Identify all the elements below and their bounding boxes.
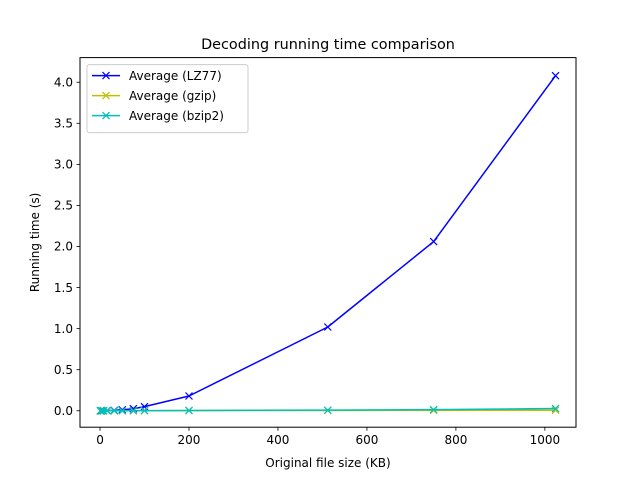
- legend-item: Average (LZ77): [92, 69, 222, 83]
- chart-title: Decoding running time comparison: [201, 37, 455, 53]
- legend-marker: [102, 111, 110, 120]
- data-point-marker: [140, 406, 149, 415]
- x-tick-label: 0: [96, 433, 104, 447]
- data-point-marker: [551, 404, 560, 413]
- y-tick-label: 4.0: [54, 75, 73, 89]
- data-point-marker: [99, 406, 108, 415]
- data-point-marker: [185, 406, 193, 415]
- legend-marker: [102, 91, 110, 100]
- legend-marker: [102, 71, 110, 80]
- y-tick-label: 1.0: [54, 322, 73, 336]
- legend-label: Average (LZ77): [129, 69, 222, 83]
- y-tick-label: 3.5: [54, 117, 73, 131]
- x-tick-label: 600: [355, 433, 378, 447]
- x-tick-label: 400: [267, 433, 290, 447]
- legend-label: Average (bzip2): [129, 109, 224, 123]
- legend-label: Average (gzip): [129, 89, 216, 103]
- x-axis-label: Original file size (KB): [265, 456, 390, 470]
- data-point-marker: [551, 71, 560, 80]
- series-2: [96, 404, 560, 415]
- x-tick-label: 1000: [530, 433, 561, 447]
- data-point-marker: [323, 323, 332, 331]
- y-tick-label: 0.0: [54, 404, 73, 418]
- data-point-marker: [96, 406, 105, 415]
- y-axis-ticks: 0.0 0.5 1.0 1.5 2.0 2.5 3.0 3.5 4.0: [54, 75, 80, 418]
- y-tick-label: 3.0: [54, 158, 73, 172]
- data-point-marker: [118, 406, 127, 415]
- data-point-marker: [185, 392, 193, 400]
- x-tick-label: 800: [444, 433, 467, 447]
- data-point-marker: [323, 406, 332, 415]
- data-point-marker: [103, 406, 112, 415]
- y-tick-label: 0.5: [54, 363, 73, 377]
- legend-item: Average (bzip2): [92, 109, 224, 123]
- data-point-marker: [429, 405, 438, 414]
- data-point-marker: [118, 405, 127, 414]
- y-axis-label: Running time (s): [28, 193, 42, 293]
- y-tick-label: 2.5: [54, 199, 73, 213]
- plot-frame: [79, 57, 577, 428]
- data-point-marker: [129, 406, 138, 415]
- legend: Average (LZ77) Average (gzip) Average (bzi…: [86, 64, 249, 134]
- y-tick-label: 2.0: [54, 240, 73, 254]
- y-tick-label: 1.5: [54, 281, 73, 295]
- legend-box: [86, 64, 249, 134]
- legend-item: Average (gzip): [92, 89, 216, 103]
- data-point-marker: [429, 237, 438, 246]
- x-axis-ticks: 0 200 400 600 800 1000: [96, 427, 560, 447]
- x-tick-label: 200: [178, 433, 201, 447]
- data-point-marker: [110, 406, 119, 415]
- series-layer: [96, 71, 560, 415]
